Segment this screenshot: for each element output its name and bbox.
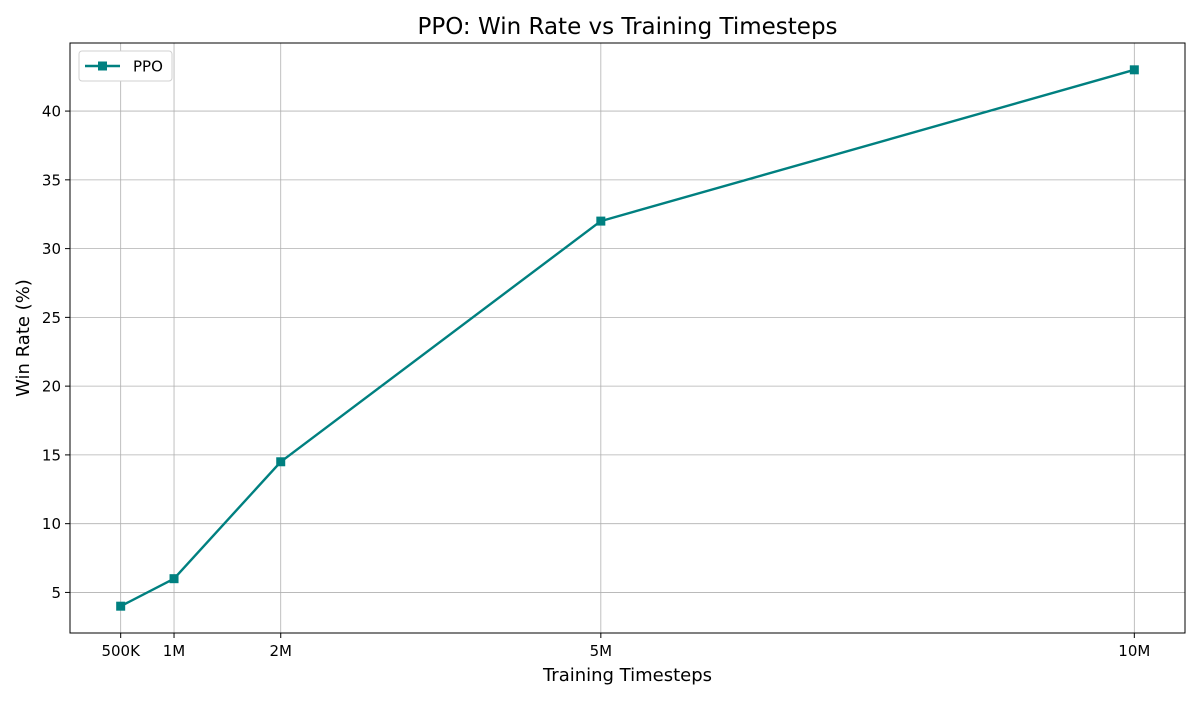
data-point-marker xyxy=(276,457,286,467)
y-tick-label: 25 xyxy=(42,309,61,327)
x-tick-label: 500K xyxy=(101,642,141,660)
y-tick-label: 15 xyxy=(42,446,61,464)
data-point-marker xyxy=(169,574,179,584)
x-tick-label: 2M xyxy=(269,642,292,660)
y-tick-label: 5 xyxy=(51,584,61,602)
y-tick-label: 10 xyxy=(42,515,61,533)
y-axis-label: Win Rate (%) xyxy=(13,279,34,397)
x-tick-label: 10M xyxy=(1118,642,1150,660)
data-point-marker xyxy=(596,216,606,226)
x-tick-label: 5M xyxy=(590,642,613,660)
data-point-marker xyxy=(1129,65,1139,75)
x-axis-label: Training Timesteps xyxy=(542,665,712,686)
chart-title: PPO: Win Rate vs Training Timesteps xyxy=(417,14,837,40)
y-tick-label: 30 xyxy=(42,240,61,258)
x-tick-label: 1M xyxy=(163,642,186,660)
legend-marker-swatch xyxy=(98,61,107,71)
series-layer xyxy=(116,65,1139,611)
legend-label: PPO xyxy=(133,58,163,76)
series-line xyxy=(119,68,1136,608)
data-point-marker xyxy=(116,601,126,611)
y-tick-label: 40 xyxy=(42,103,61,121)
y-tick-label: 20 xyxy=(42,378,61,396)
y-tick-label: 35 xyxy=(42,171,61,189)
plot-area-frame xyxy=(69,42,1186,634)
axis-ticks: 500K 1M 2M 5M 10M 5 10 15 20 25 30 35 40 xyxy=(42,103,1150,660)
legend: PPO xyxy=(78,50,173,82)
legend-box xyxy=(78,50,173,82)
grid-lines xyxy=(70,43,1185,633)
